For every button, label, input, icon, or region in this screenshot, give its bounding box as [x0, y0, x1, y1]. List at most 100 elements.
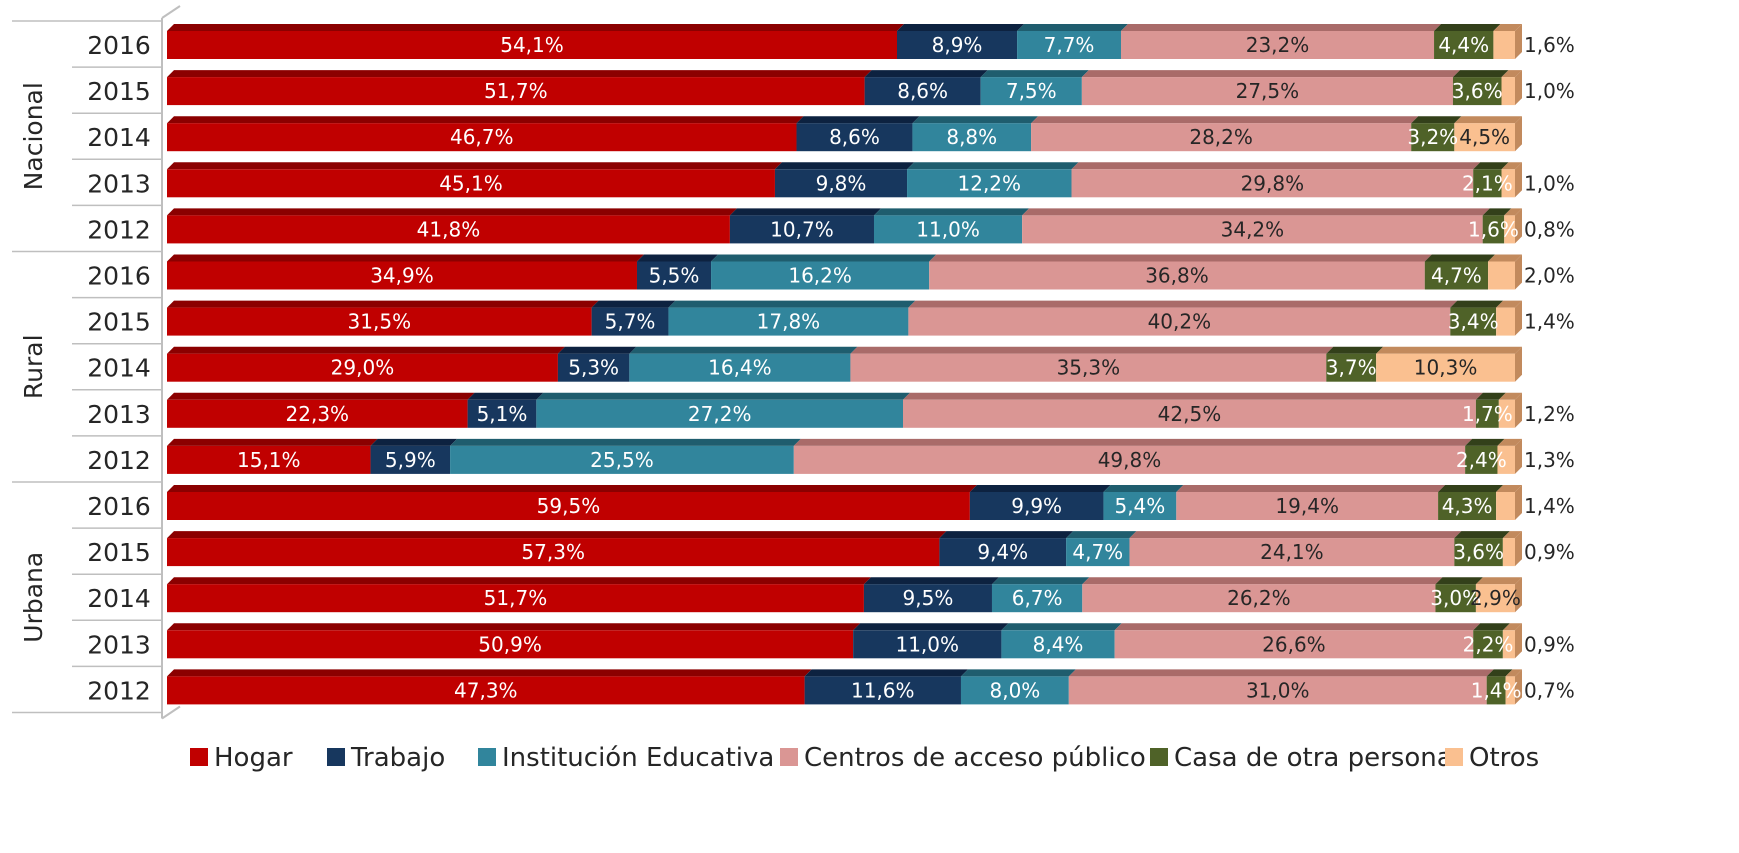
bar-segment [167, 623, 861, 659]
bar-segment-face [980, 77, 1082, 106]
legend-item: Institución Educativa [478, 743, 774, 773]
bar-segment-face [167, 169, 775, 198]
bar-segment-face [793, 445, 1466, 474]
year-label: 2015 [87, 77, 151, 106]
data-label: 1,3% [1524, 448, 1575, 472]
bar-segment-top [1022, 208, 1490, 216]
bar-segment-top [793, 438, 1473, 446]
bar-segment-side [1515, 438, 1522, 474]
bar-segment [167, 485, 977, 520]
bar-segment-top [939, 531, 1074, 539]
bar-segment-top [1424, 254, 1496, 262]
bar-segment [850, 346, 1334, 382]
bar-segment-face [591, 307, 669, 336]
year-label: 2013 [87, 169, 151, 198]
bar-segment [1505, 669, 1522, 705]
year-label: 2016 [87, 262, 151, 291]
bar-segment-face [167, 123, 797, 152]
bar-segment-face [467, 399, 537, 428]
axis-depth-bottom [161, 705, 181, 720]
data-label: 1,4% [1524, 494, 1575, 518]
bar-segment-face [1488, 261, 1515, 290]
bar-segment-top [991, 577, 1090, 585]
data-label: 5,3% [568, 356, 619, 380]
data-label: 49,8% [1098, 448, 1162, 472]
bar-segment-face [908, 307, 1451, 336]
bar-segment-face [1505, 676, 1515, 705]
bar-segment-face [1465, 445, 1498, 474]
bar-segment-face [1496, 307, 1515, 336]
bar-segment [1376, 346, 1522, 382]
bar-segment [960, 669, 1076, 705]
bar-segment-face [1068, 676, 1487, 705]
bar-segment [1504, 208, 1522, 244]
bar-segment-side [1515, 623, 1522, 659]
bar-segment-top [1482, 208, 1512, 216]
bar-segment-top [960, 669, 1076, 677]
data-label: 2,9% [1470, 586, 1521, 610]
data-label: 29,8% [1241, 171, 1305, 195]
bar-segment-face [167, 492, 970, 520]
bar-segment-top [1176, 485, 1446, 492]
bar-segment [1502, 531, 1522, 567]
bar-segment-top [1505, 669, 1522, 677]
bar-segment-top [1120, 24, 1442, 31]
bar-segment-face [167, 676, 805, 705]
bar-segment-top [1497, 438, 1522, 446]
bar-segment-face [1326, 353, 1377, 382]
bar-segment [1454, 116, 1522, 152]
legend-swatch [1445, 748, 1463, 766]
bar-segment [167, 254, 644, 290]
legend-item: Otros [1445, 743, 1539, 773]
bar-segment-top [1071, 162, 1481, 170]
bar-segment-top [1434, 24, 1501, 31]
data-label: 1,0% [1524, 171, 1575, 195]
data-label: 0,8% [1524, 217, 1575, 241]
bar-segment-face [167, 353, 558, 382]
data-label: 34,2% [1221, 217, 1285, 241]
bar-segment-side [1515, 346, 1522, 382]
bar-segment-top [1068, 669, 1494, 677]
data-label: 5,4% [1114, 494, 1165, 518]
bar-segment-face [1082, 584, 1436, 613]
bar-segment-top [903, 392, 1483, 400]
bar-segment-face [969, 492, 1104, 520]
data-label: 9,8% [816, 171, 867, 195]
data-label: 35,3% [1057, 356, 1121, 380]
bar-segment [1498, 392, 1522, 428]
bar-segment [1496, 485, 1522, 520]
bar-segment-top [167, 531, 947, 539]
bar-segment-top [1473, 623, 1510, 631]
data-label: 5,9% [385, 448, 436, 472]
bar-segment-top [1473, 162, 1509, 170]
data-label: 46,7% [450, 125, 514, 149]
bar-segment [864, 70, 988, 106]
bar-segment-face [1498, 399, 1515, 428]
bar-segment [1017, 24, 1128, 59]
bar-segment-top [1129, 531, 1462, 539]
bar-segment-top [980, 70, 1089, 78]
data-label: 1,4% [1524, 310, 1575, 334]
bar-segment-face [1411, 123, 1455, 152]
bar-segment-top [167, 254, 644, 262]
bar-segment-face [896, 31, 1018, 59]
bar-segment-top [1502, 623, 1522, 631]
data-label: 34,9% [370, 264, 434, 288]
data-label: 4,7% [1072, 540, 1123, 564]
bar-segment [793, 438, 1473, 474]
bar-segment-top [167, 623, 861, 631]
bar-segment [939, 531, 1074, 567]
bar-segment [1129, 531, 1462, 567]
bar-segment-face [629, 353, 851, 382]
bar-segment-top [1454, 116, 1522, 124]
bar-segment [969, 485, 1111, 520]
data-label: 2,0% [1524, 264, 1575, 288]
bar-segment-face [1071, 169, 1474, 198]
bar-segment-top [1452, 70, 1509, 78]
data-label: 7,5% [1006, 79, 1057, 103]
bar-segment [1493, 24, 1522, 59]
data-label: 10,7% [770, 217, 834, 241]
bar-segment [1082, 577, 1443, 613]
bar-segment-top [668, 300, 916, 308]
data-label: 9,4% [977, 540, 1028, 564]
